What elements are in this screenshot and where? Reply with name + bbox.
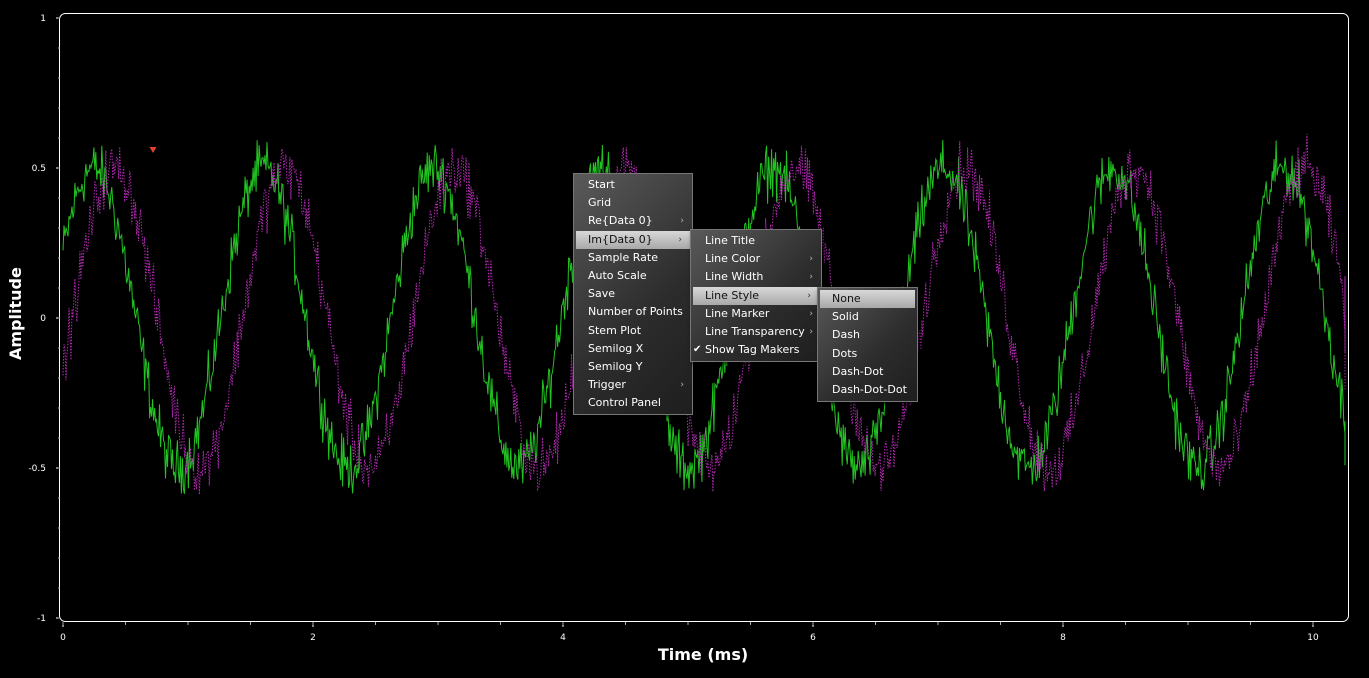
y-axis-label: Amplitude (6, 267, 25, 360)
y-tick-label: 0.5 (32, 164, 46, 174)
menu-item-start[interactable]: Start (574, 176, 692, 194)
menu-item-trigger[interactable]: Trigger › (574, 376, 692, 394)
line-submenu-item-label: Line Color (705, 252, 761, 266)
line-submenu-item-line-style[interactable]: Line Style › (693, 286, 819, 305)
line-style-item-label: Dash-Dot (832, 364, 884, 378)
line-submenu-item-line-title[interactable]: Line Title (691, 232, 821, 250)
x-axis-label: Time (ms) (657, 645, 749, 664)
line-submenu-item-label: Line Style (705, 288, 760, 302)
menu-item-stem-plot[interactable]: Stem Plot (574, 322, 692, 340)
line-submenu-item-line-width[interactable]: Line Width › (691, 268, 821, 286)
line-style-item-dash-dot-dot[interactable]: Dash-Dot-Dot (818, 381, 917, 399)
line-submenu-item-label: Show Tag Makers (705, 343, 800, 357)
series-im-line (62, 133, 1346, 495)
chevron-right-icon: › (680, 380, 684, 391)
line-style-item-label: Dash (832, 328, 860, 342)
x-tick-label: 10 (1307, 633, 1319, 643)
line-style-item-dots[interactable]: Dots (818, 345, 917, 363)
menu-item-label: Grid (588, 196, 612, 210)
line-submenu-item-label: Line Title (705, 234, 755, 247)
menu-item-save[interactable]: Save (574, 285, 692, 303)
y-tick-label: -0.5 (28, 464, 46, 474)
chevron-right-icon: › (807, 290, 811, 301)
x-tick-label: 4 (560, 633, 566, 643)
line-style-item-dash[interactable]: Dash (818, 326, 917, 344)
y-tick-label: -1 (37, 614, 46, 624)
menu-item-sample-rate[interactable]: Sample Rate (574, 249, 692, 267)
menu-item-label: Start (588, 178, 615, 191)
line-submenu-item-label: Line Width (705, 270, 764, 284)
menu-item-label: Semilog Y (588, 359, 643, 373)
line-submenu: Line Title Line Color › Line Width › Line Sty… (690, 229, 822, 363)
line-submenu-item-label: Line Marker (705, 306, 770, 320)
line-style-item-label: Dots (832, 346, 858, 360)
menu-item-label: Number of Points (588, 305, 683, 319)
menu-item-label: Semilog X (588, 341, 644, 355)
x-axis: 0 2 4 6 8 10 (60, 622, 1319, 643)
context-menu: Start Grid Re{Data 0} › Im{Data 0} › Sample Ra… (573, 173, 693, 416)
chevron-right-icon: › (809, 326, 813, 337)
menu-item-number-of-points[interactable]: Number of Points (574, 303, 692, 321)
plot-lines (62, 133, 1346, 495)
y-tick-label: 0 (40, 314, 46, 324)
menu-item-label: Re{Data 0} (588, 214, 653, 228)
check-icon: ✔ (693, 344, 702, 356)
menu-item-label: Sample Rate (588, 250, 658, 264)
menu-item-label: Trigger (588, 378, 626, 392)
chevron-right-icon: › (809, 308, 813, 319)
x-tick-label: 6 (810, 633, 816, 643)
line-style-item-label: None (832, 292, 861, 305)
tag-marker-icon[interactable] (149, 147, 157, 153)
menu-item-control-panel[interactable]: Control Panel (574, 394, 692, 412)
x-tick-label: 0 (60, 633, 66, 643)
menu-item-label: Im{Data 0} (588, 232, 653, 246)
chevron-right-icon: › (680, 216, 684, 227)
x-tick-label: 8 (1060, 633, 1066, 643)
menu-item-auto-scale[interactable]: Auto Scale (574, 267, 692, 285)
menu-item-im-data-0[interactable]: Im{Data 0} › (576, 230, 690, 249)
menu-item-label: Auto Scale (588, 268, 647, 282)
line-submenu-item-line-marker[interactable]: Line Marker › (691, 305, 821, 323)
y-axis: 1 0.5 0 -0.5 -1 (28, 14, 60, 624)
menu-item-re-data-0[interactable]: Re{Data 0} › (574, 212, 692, 230)
menu-item-semilog-y[interactable]: Semilog Y (574, 358, 692, 376)
line-submenu-item-show-tag-makers[interactable]: ✔ Show Tag Makers (691, 341, 821, 359)
x-tick-label: 2 (310, 633, 316, 643)
line-submenu-item-label: Line Transparency (705, 324, 805, 338)
menu-item-semilog-x[interactable]: Semilog X (574, 340, 692, 358)
menu-item-label: Control Panel (588, 396, 661, 410)
menu-item-label: Save (588, 287, 616, 301)
series-re-line (62, 139, 1346, 494)
line-style-item-label: Solid (832, 310, 859, 324)
chevron-right-icon: › (809, 254, 813, 265)
y-tick-label: 1 (40, 14, 46, 24)
line-style-submenu: None Solid Dash Dots Dash-Dot Dash-Dot-Dot (817, 287, 918, 403)
chevron-right-icon: › (809, 272, 813, 283)
menu-item-label: Stem Plot (588, 323, 642, 337)
line-submenu-item-line-transparency[interactable]: Line Transparency › (691, 323, 821, 341)
line-style-item-solid[interactable]: Solid (818, 308, 917, 326)
line-submenu-item-line-color[interactable]: Line Color › (691, 250, 821, 268)
chevron-right-icon: › (678, 234, 682, 245)
menu-item-grid[interactable]: Grid (574, 194, 692, 212)
line-style-item-none[interactable]: None (820, 290, 915, 309)
line-style-item-label: Dash-Dot-Dot (832, 382, 907, 396)
line-style-item-dash-dot[interactable]: Dash-Dot (818, 363, 917, 381)
